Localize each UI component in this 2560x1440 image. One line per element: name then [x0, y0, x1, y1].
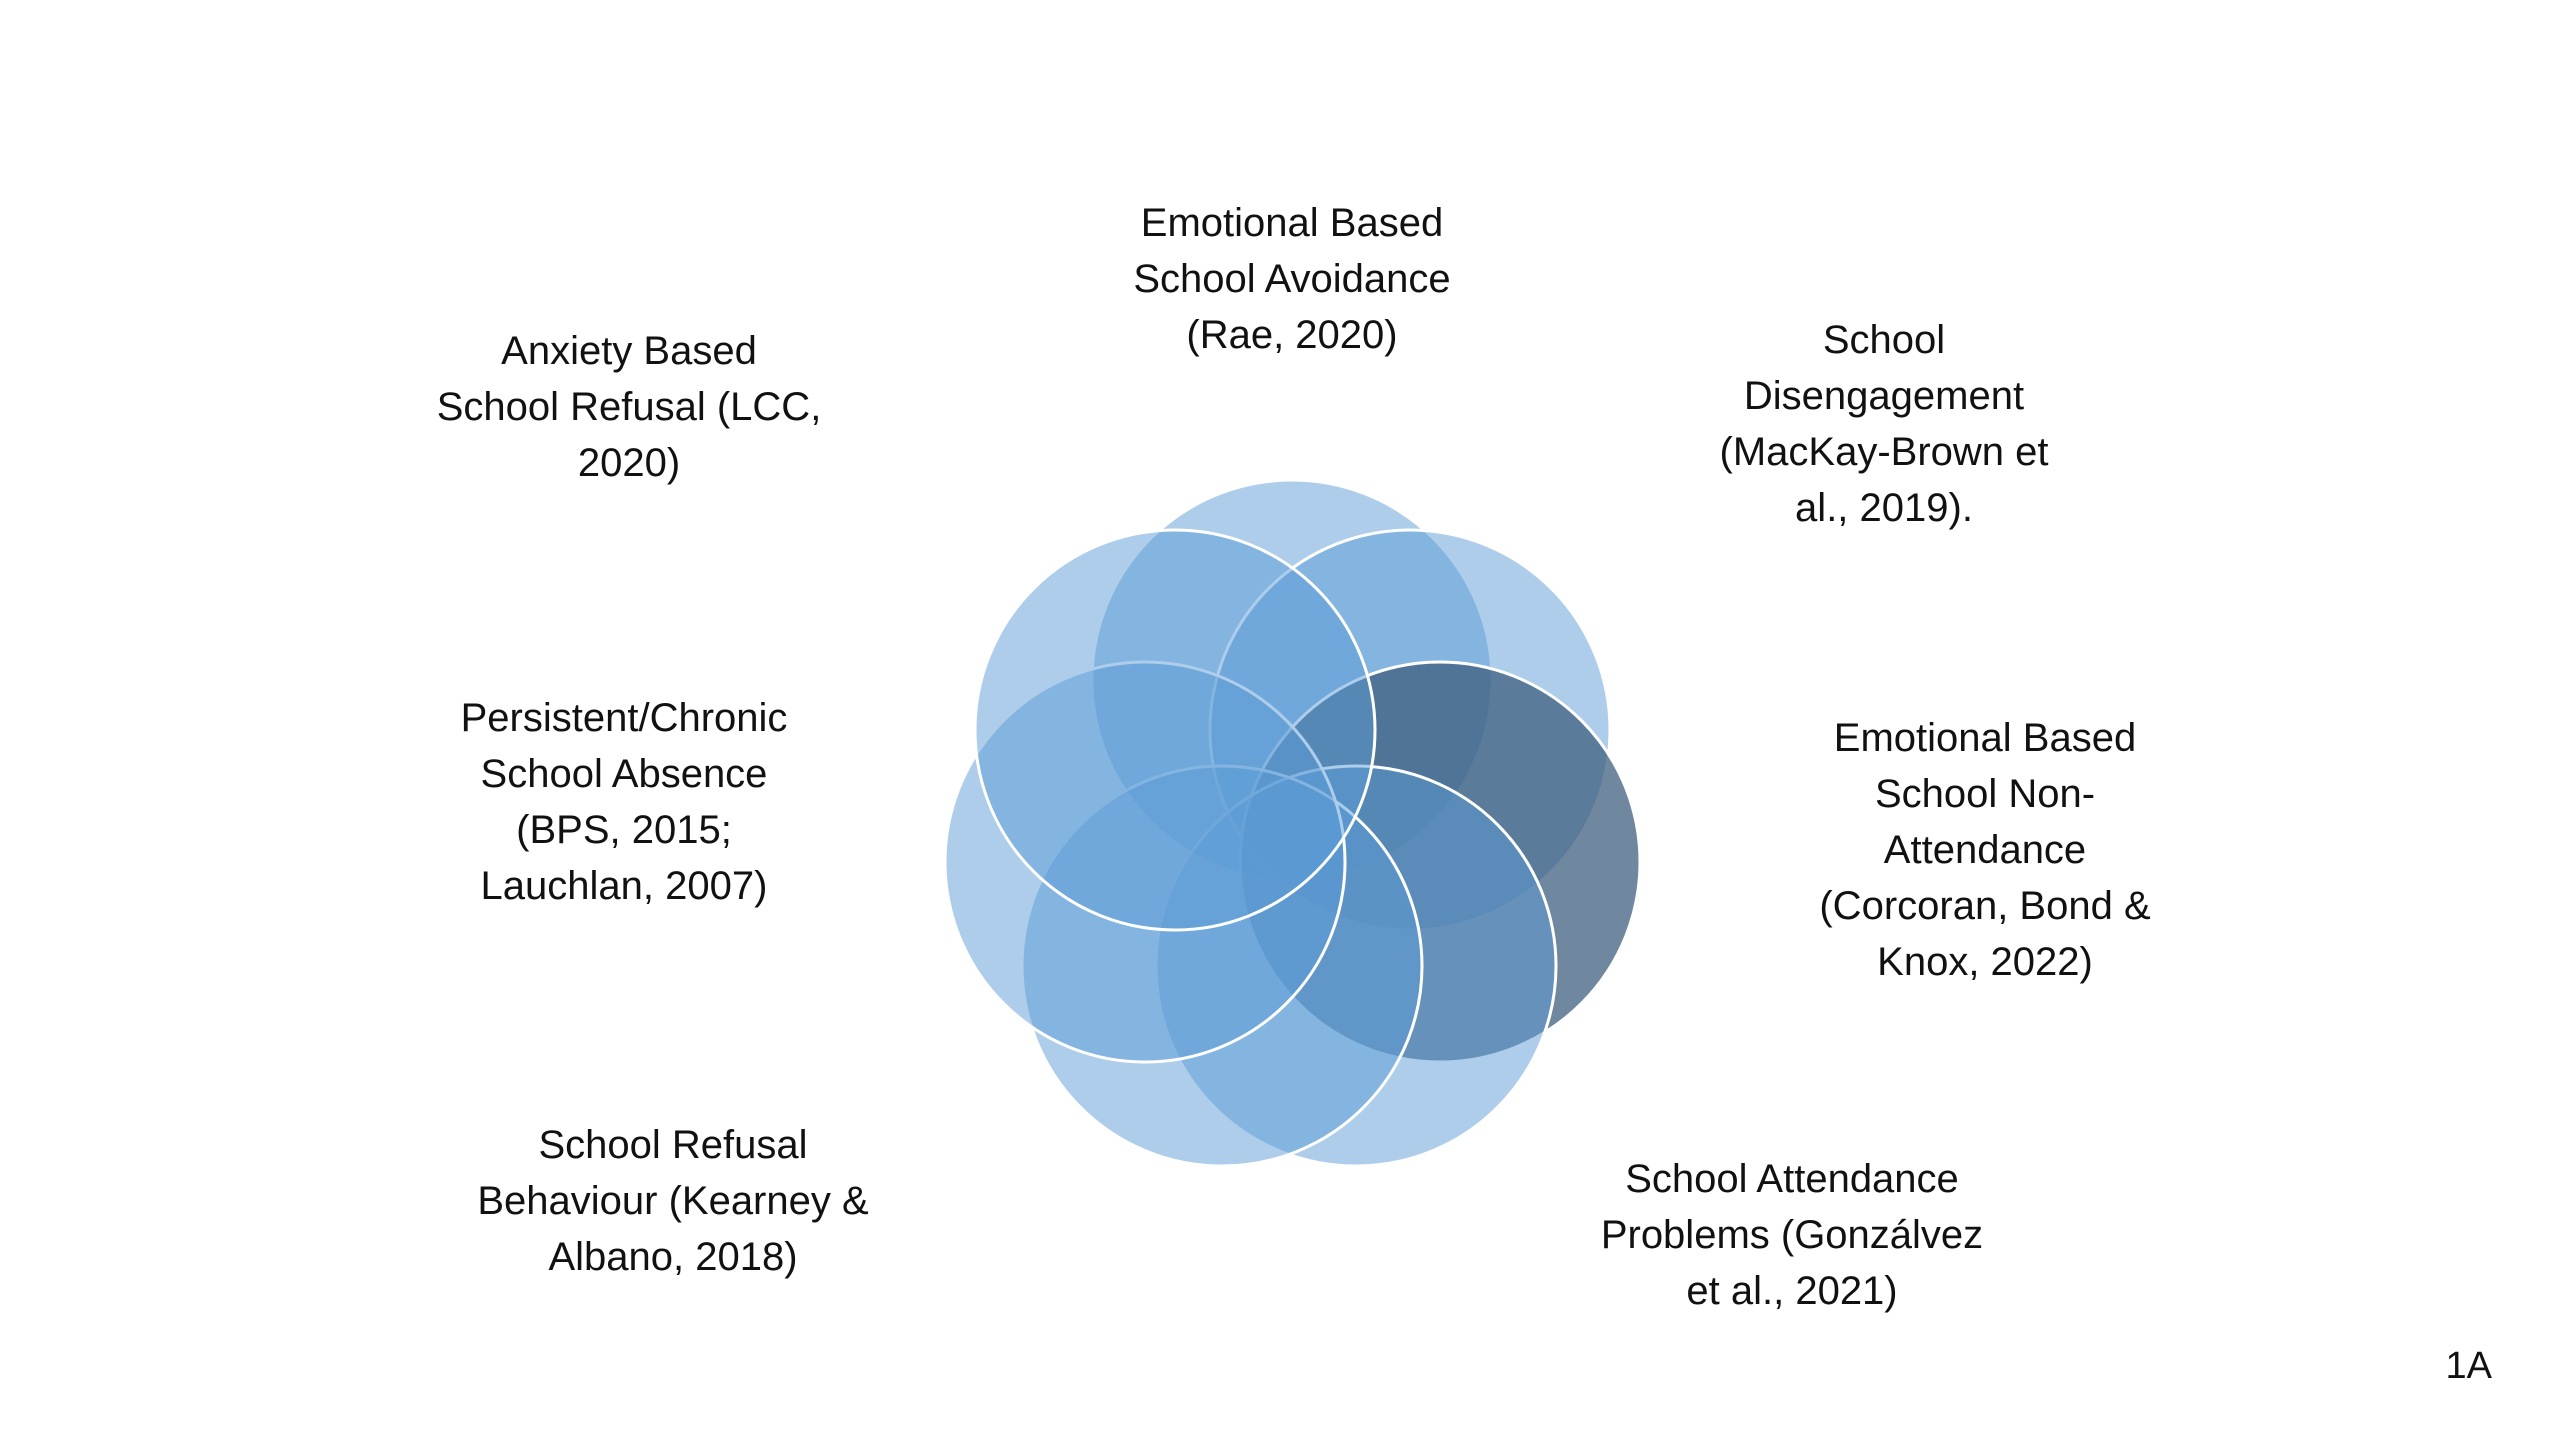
circle-label-7: Anxiety Based School Refusal (LCC, 2020)	[437, 323, 822, 491]
circle-label-line: 2020)	[577, 441, 681, 485]
circle-label-line: Behaviour (Kearney &	[477, 1179, 869, 1223]
slide-number: 1A	[2445, 1345, 2492, 1387]
circle-label-line: Emotional Based	[1833, 716, 2137, 760]
venn-circle-7	[973, 528, 1377, 932]
circle-label-line: al., 2019).	[1795, 486, 1973, 530]
circle-label-line: (BPS, 2015;	[516, 808, 732, 852]
circle-label-line: School Absence	[480, 752, 768, 796]
circle-label-line: School	[1822, 318, 1946, 362]
circle-label-4: School Attendance Problems (Gonzálvez et a…	[1601, 1151, 1983, 1319]
circle-label-line: et al., 2021)	[1686, 1269, 1898, 1313]
circle-label-line: Knox, 2022)	[1877, 940, 2093, 984]
circle-label-line: Albano, 2018)	[548, 1235, 798, 1279]
circle-label-line: (Corcoran, Bond &	[1819, 884, 2151, 928]
circle-label-line: School Non-	[1874, 772, 2096, 816]
circle-label-line: School Avoidance	[1133, 257, 1451, 301]
circle-label-5: School Refusal Behaviour (Kearney & Albano…	[477, 1117, 868, 1285]
circle-label-line: Attendance	[1883, 828, 2087, 872]
circle-label-line: (MacKay-Brown et	[1719, 430, 2049, 474]
circle-label-line: Disengagement	[1743, 374, 2025, 418]
circle-label-3: Emotional Based School Non- Attendance (Cor…	[1819, 710, 2150, 990]
circle-label-line: School Refusal (LCC,	[436, 385, 822, 429]
circle-label-line: (Rae, 2020)	[1186, 313, 1398, 357]
circle-label-line: Problems (Gonzálvez	[1600, 1213, 1984, 1257]
circle-label-1: Emotional Based School Avoidance (Rae, 202…	[1133, 195, 1450, 363]
circle-label-line: Emotional Based	[1140, 201, 1444, 245]
circle-label-line: School Refusal	[538, 1123, 808, 1167]
circle-label-line: School Attendance	[1625, 1157, 1959, 1201]
circle-label-line: Persistent/Chronic	[460, 696, 788, 740]
circle-label-line: Anxiety Based	[501, 329, 757, 373]
circle-label-6: Persistent/Chronic School Absence (BPS, 20…	[461, 690, 788, 914]
circle-label-2: School Disengagement (MacKay-Brown et al., …	[1720, 312, 2049, 536]
circle-label-line: Lauchlan, 2007)	[480, 864, 768, 908]
